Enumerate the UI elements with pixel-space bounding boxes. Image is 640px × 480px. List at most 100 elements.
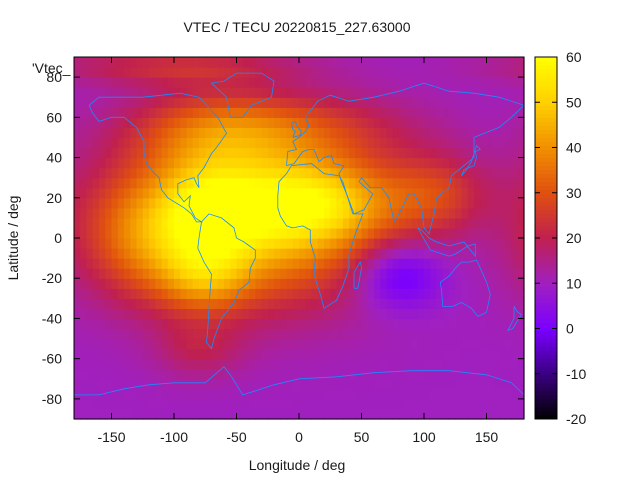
y-tick-label: 20 — [46, 190, 62, 206]
heatmap-cell — [436, 207, 444, 219]
heatmap-cell — [511, 238, 519, 249]
heatmap-cell — [186, 268, 194, 279]
heatmap-cell — [461, 207, 469, 219]
heatmap-cell — [392, 368, 400, 380]
heatmap-cell — [505, 157, 513, 169]
heatmap-cell — [430, 67, 438, 78]
heatmap-cell — [461, 388, 469, 400]
heatmap-cell — [217, 177, 225, 189]
heatmap-cell — [124, 358, 131, 370]
heatmap-cell — [267, 358, 275, 370]
heatmap-cell — [161, 288, 169, 299]
heatmap-cell — [374, 408, 381, 420]
heatmap-cell — [142, 127, 150, 139]
heatmap-cell — [217, 308, 225, 320]
heatmap-cell — [180, 187, 188, 199]
heatmap-cell — [224, 328, 231, 340]
heatmap-cell — [274, 97, 281, 108]
heatmap-cell — [155, 57, 163, 68]
heatmap-cell — [417, 67, 425, 78]
heatmap-cell — [261, 408, 269, 420]
heatmap-cell — [380, 238, 388, 249]
heatmap-cell — [155, 107, 163, 118]
heatmap-cell — [230, 288, 238, 299]
heatmap-cell — [111, 57, 119, 68]
coast-japan — [461, 144, 481, 176]
heatmap-cell — [249, 328, 256, 340]
heatmap-cell — [217, 318, 225, 330]
heatmap-cell — [511, 278, 519, 289]
heatmap-cell — [274, 107, 281, 118]
heatmap-cell — [486, 57, 494, 68]
heatmap-cell — [442, 348, 450, 360]
heatmap-cell — [517, 67, 525, 78]
heatmap-cell — [505, 258, 513, 269]
colorbar-band — [535, 193, 557, 199]
heatmap-cell — [436, 368, 444, 380]
heatmap-cell — [474, 57, 481, 68]
heatmap-cell — [292, 137, 300, 149]
heatmap-cell — [211, 318, 219, 330]
colorbar-band — [535, 161, 557, 167]
heatmap-cell — [105, 167, 113, 179]
colorbar-band — [535, 346, 557, 352]
heatmap-cell — [236, 388, 244, 400]
heatmap-cell — [155, 278, 163, 289]
heatmap-cell — [267, 268, 275, 279]
heatmap-cell — [399, 167, 406, 179]
heatmap-cell — [186, 147, 194, 159]
heatmap-cell — [511, 378, 519, 390]
heatmap-cell — [261, 67, 269, 78]
heatmap-cell — [349, 157, 356, 169]
heatmap-cell — [92, 57, 100, 68]
heatmap-cell — [199, 197, 206, 209]
heatmap-cell — [99, 358, 106, 370]
heatmap-cell — [292, 127, 300, 139]
heatmap-cell — [342, 57, 350, 68]
heatmap-cell — [274, 258, 281, 269]
heatmap-cell — [442, 147, 450, 159]
heatmap-cell — [486, 328, 494, 340]
heatmap-cell — [336, 268, 344, 279]
heatmap-cell — [474, 177, 481, 189]
heatmap-cell — [411, 167, 419, 179]
heatmap-cell — [386, 117, 394, 128]
heatmap-cell — [486, 388, 494, 400]
heatmap-cell — [74, 147, 81, 159]
heatmap-cell — [467, 278, 475, 289]
heatmap-cell — [442, 398, 450, 410]
heatmap-cell — [99, 227, 106, 239]
heatmap-cell — [111, 167, 119, 179]
heatmap-cell — [217, 278, 225, 289]
heatmap-cell — [99, 338, 106, 350]
heatmap-cell — [142, 278, 150, 289]
heatmap-cell — [342, 137, 350, 149]
heatmap-cell — [505, 308, 513, 320]
heatmap-cell — [392, 298, 400, 309]
heatmap-cell — [467, 338, 475, 350]
heatmap-cell — [155, 338, 163, 350]
heatmap-cell — [161, 308, 169, 320]
heatmap-cell — [286, 207, 294, 219]
heatmap-cell — [461, 177, 469, 189]
heatmap-cell — [161, 378, 169, 390]
heatmap-cell — [230, 298, 238, 309]
heatmap-cell — [455, 358, 463, 370]
heatmap-cell — [424, 117, 431, 128]
heatmap-cell — [117, 238, 125, 249]
heatmap-cell — [336, 137, 344, 149]
heatmap-cell — [336, 57, 344, 68]
heatmap-cell — [74, 107, 81, 118]
heatmap-cell — [217, 248, 225, 259]
heatmap-cell — [155, 137, 163, 149]
heatmap-cell — [424, 97, 431, 108]
heatmap-cell — [442, 308, 450, 320]
heatmap-cell — [174, 157, 181, 169]
heatmap-cell — [174, 137, 181, 149]
heatmap-cell — [199, 298, 206, 309]
colorbar-band — [535, 233, 557, 239]
heatmap-cell — [242, 348, 250, 360]
heatmap-cell — [249, 278, 256, 289]
heatmap-cell — [430, 308, 438, 320]
heatmap-cell — [249, 268, 256, 279]
